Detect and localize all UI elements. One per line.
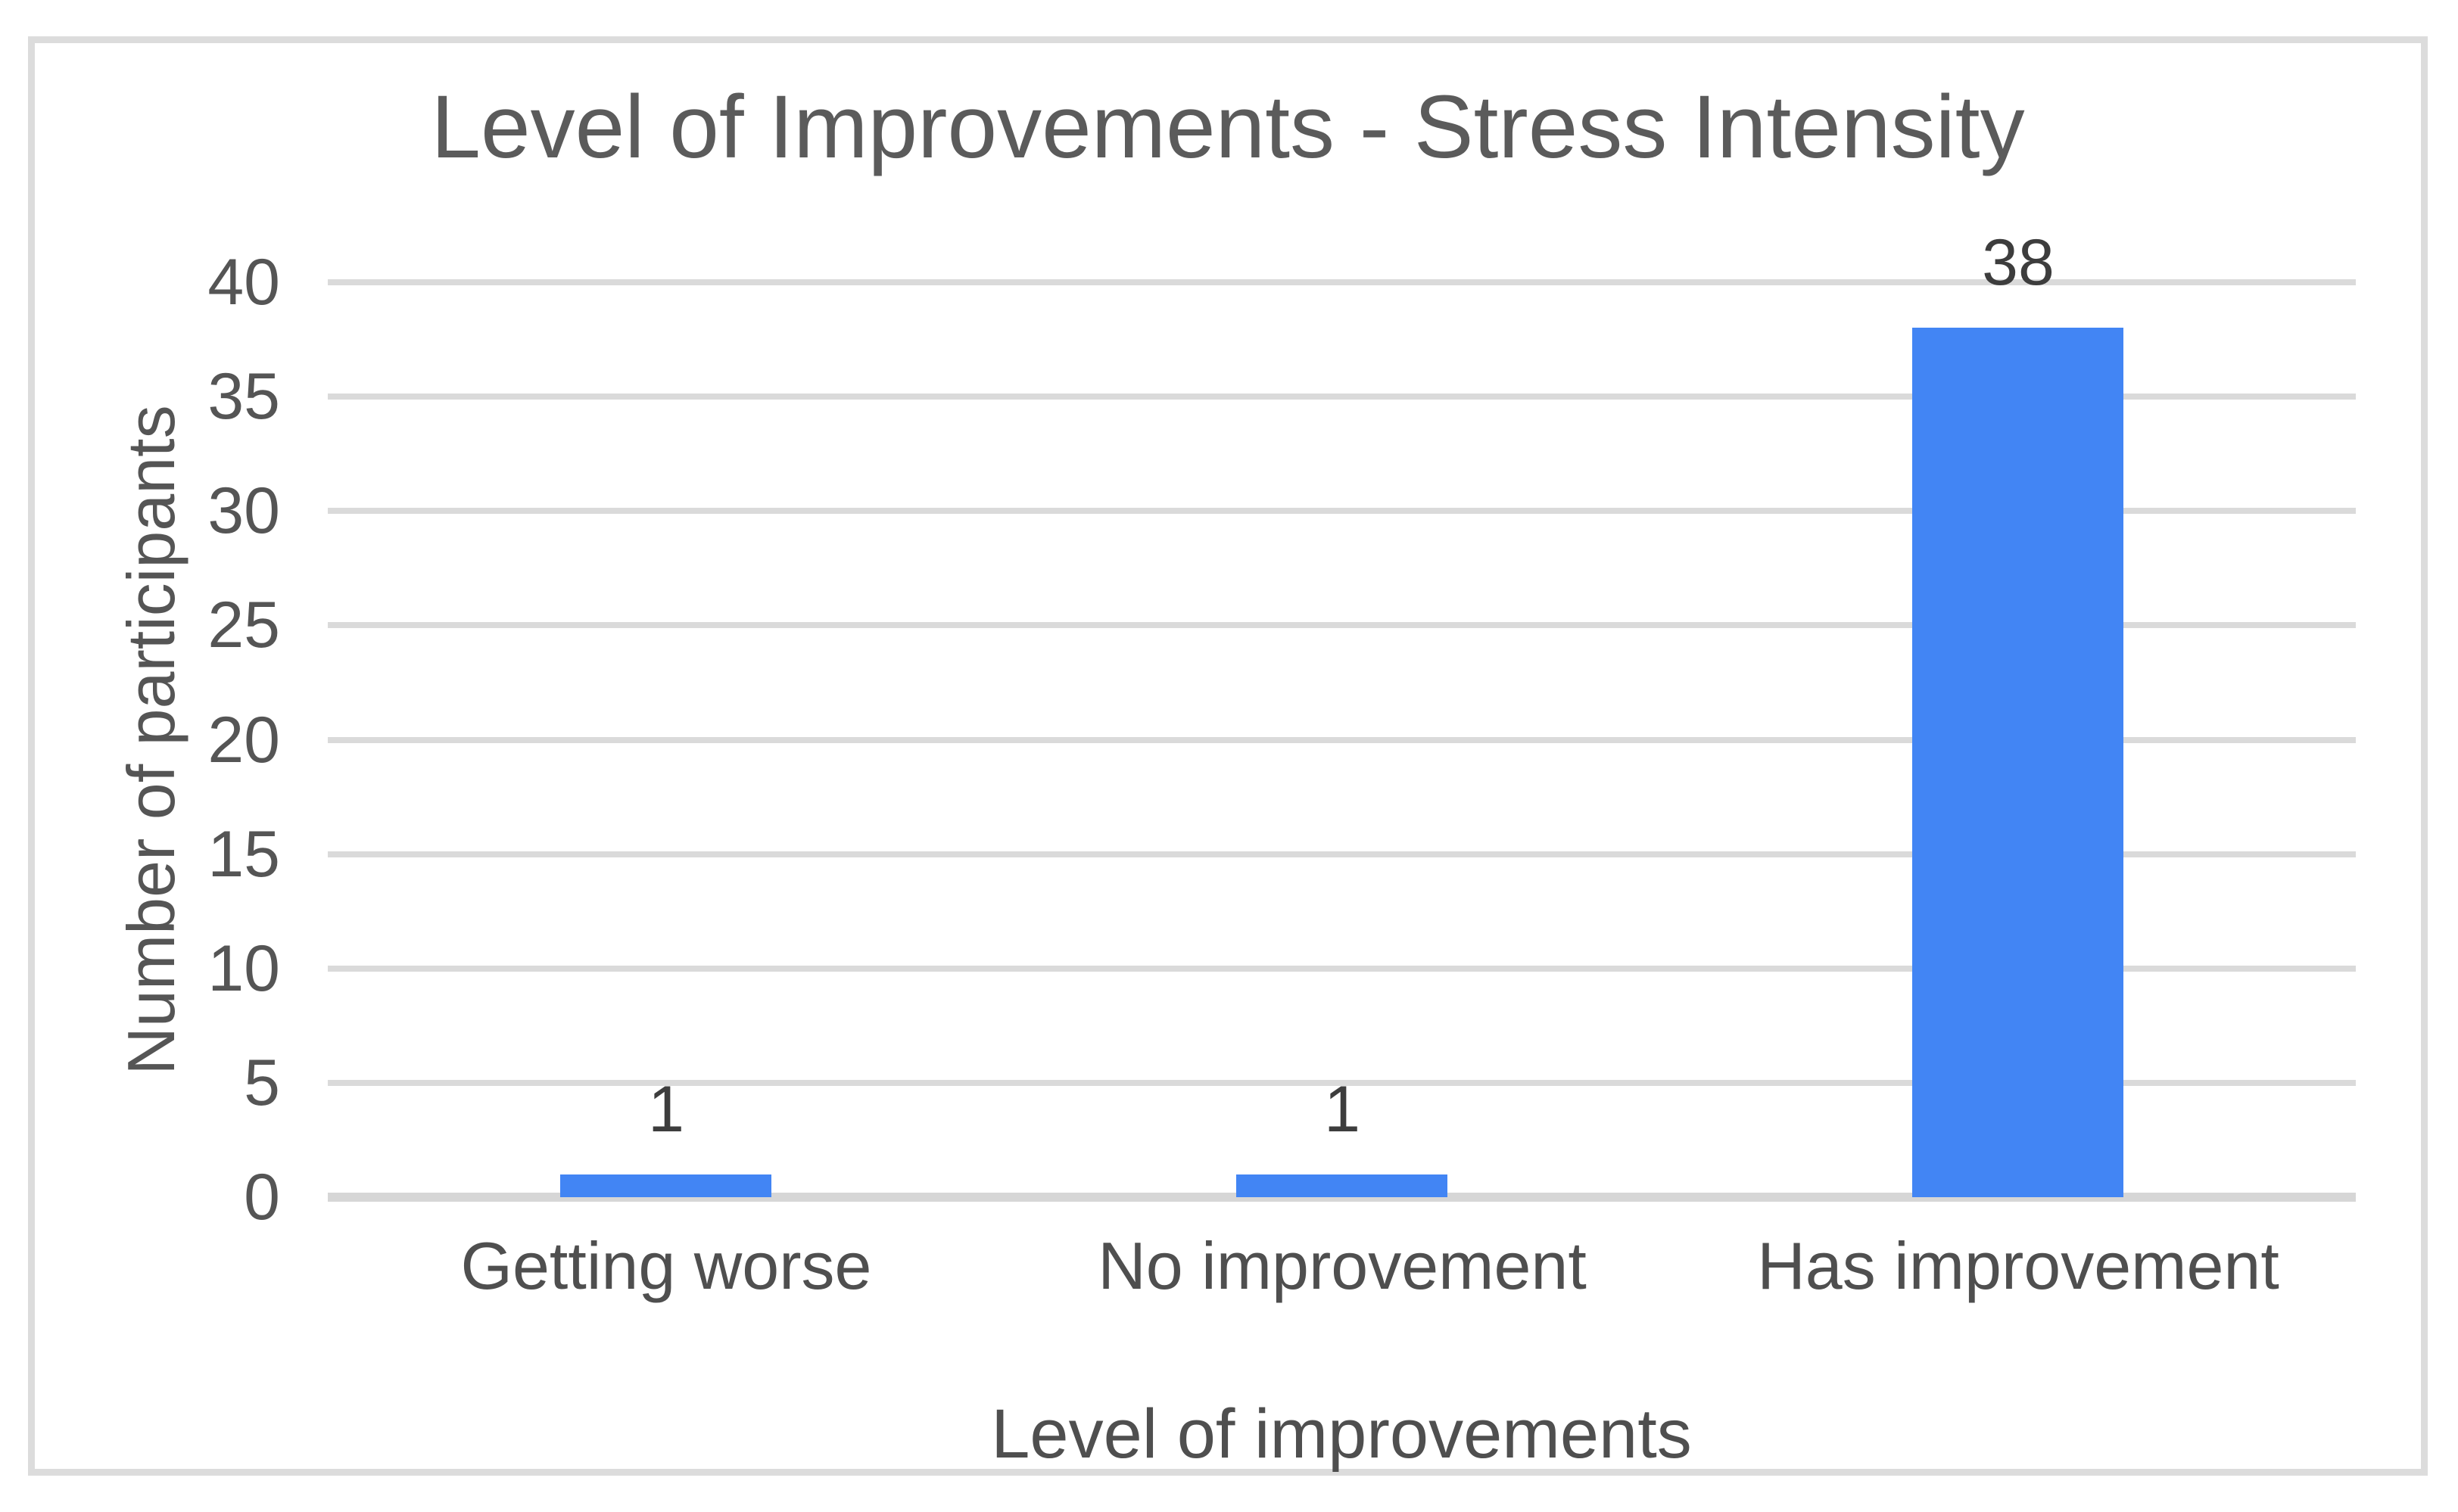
y-tick-label: 40: [207, 246, 280, 319]
x-axis-title: Level of improvements: [991, 1395, 1692, 1473]
gridline: [328, 394, 2356, 400]
gridline: [328, 851, 2356, 857]
data-label: 38: [1982, 226, 2055, 299]
chart-title: Level of Improvements - Stress Intensity: [431, 77, 2025, 177]
data-label: 1: [1324, 1073, 1360, 1146]
gridline: [328, 508, 2356, 514]
y-tick-label: 15: [207, 818, 280, 891]
gridline: [328, 622, 2356, 628]
gridline: [328, 966, 2356, 972]
gridline: [328, 1080, 2356, 1086]
y-tick-label: 20: [207, 704, 280, 776]
y-tick-label: 10: [207, 932, 280, 1005]
bar-getting-worse: [560, 1174, 771, 1197]
y-tick-label: 5: [244, 1047, 280, 1119]
gridline: [328, 737, 2356, 743]
category-label: Has improvement: [1757, 1228, 2279, 1303]
category-label: Getting worse: [460, 1228, 872, 1303]
bar-no-improvement: [1236, 1174, 1447, 1197]
baseline-gridline: [328, 1193, 2356, 1202]
gridline: [328, 279, 2356, 285]
y-tick-label: 30: [207, 474, 280, 547]
y-tick-label: 25: [207, 589, 280, 661]
y-tick-label: 35: [207, 360, 280, 433]
data-label: 1: [648, 1073, 684, 1146]
category-label: No improvement: [1098, 1228, 1587, 1303]
y-tick-label: 0: [244, 1161, 280, 1234]
bar-has-improvement: [1912, 328, 2123, 1197]
